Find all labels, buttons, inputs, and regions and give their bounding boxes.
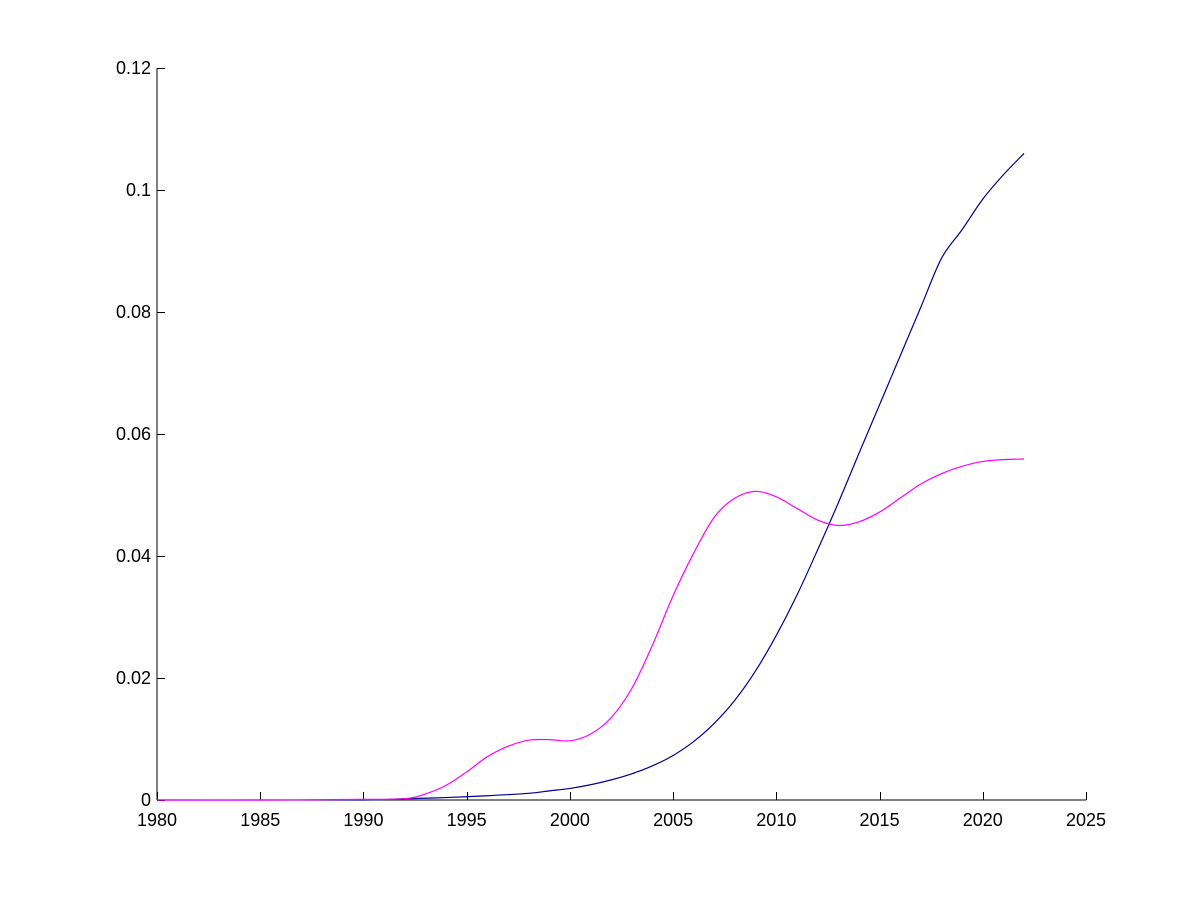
x-tick-label: 1990 xyxy=(343,810,383,830)
x-tick-label: 1985 xyxy=(240,810,280,830)
axes: 1980 1985 1990 1995 2000 2005 2010 2015 2020 2025… xyxy=(116,58,1106,830)
x-tick-label: 2005 xyxy=(653,810,693,830)
x-tick-label: 2025 xyxy=(1066,810,1106,830)
x-tick-label: 2020 xyxy=(963,810,1003,830)
plot-lines xyxy=(156,152,1025,801)
x-tick-label: 2000 xyxy=(550,810,590,830)
x-tick-label: 2010 xyxy=(756,810,796,830)
series-line-2 xyxy=(156,458,1025,801)
x-tick-label: 1980 xyxy=(137,810,177,830)
series-line-1 xyxy=(157,152,1025,801)
y-tick-label: 0.06 xyxy=(116,424,151,444)
y-tick-label: 0.04 xyxy=(116,546,151,566)
y-tick-label: 0.02 xyxy=(116,668,151,688)
y-tick-label: 0.1 xyxy=(126,180,151,200)
y-tick-label: 0.08 xyxy=(116,302,151,322)
y-tick-label: 0 xyxy=(141,790,151,810)
x-tick-label: 2015 xyxy=(860,810,900,830)
x-tick-label: 1995 xyxy=(447,810,487,830)
y-tick-label: 0.12 xyxy=(116,58,151,78)
